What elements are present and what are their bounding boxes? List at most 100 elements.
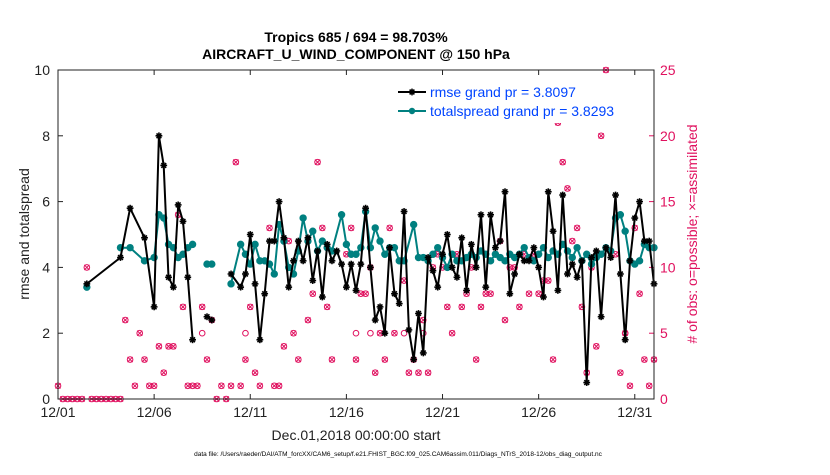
spread-point — [635, 257, 644, 265]
legend: rmse grand pr = 3.8097 totalspread grand… — [393, 83, 646, 123]
rmse-point — [607, 254, 615, 261]
rmse-point — [568, 260, 576, 268]
rmse-point — [621, 336, 629, 344]
rmse-point — [453, 273, 461, 281]
obs-count-point — [203, 356, 211, 363]
obs-count-point — [362, 290, 369, 298]
obs-count-point — [309, 290, 317, 298]
x-tick-label: 12/01 — [40, 404, 75, 420]
obs-count-point — [141, 356, 148, 363]
spread-point — [434, 243, 442, 252]
rmse-point — [208, 316, 216, 324]
x-tick-label: 12/26 — [521, 404, 556, 420]
rmse-point — [506, 290, 514, 298]
spread-point — [236, 240, 245, 249]
rmse-point — [616, 270, 624, 278]
spread-point — [573, 243, 581, 252]
obs-count-point — [472, 356, 480, 363]
obs-count-point — [328, 356, 336, 363]
obs-count-point — [559, 158, 566, 166]
rmse-point — [328, 257, 336, 265]
obs-count-point — [218, 382, 225, 390]
rmse-point — [184, 273, 192, 281]
y-tick-label-right: 20 — [660, 128, 676, 144]
rmse-point — [189, 336, 196, 344]
rmse-point — [367, 264, 374, 271]
rmse-point — [410, 356, 418, 363]
rmse-point — [429, 267, 437, 275]
spread-point — [299, 214, 307, 222]
rmse-point — [477, 211, 485, 219]
obs-count-point — [319, 224, 326, 232]
y-tick-label-right: 10 — [660, 259, 676, 275]
obs-count-point — [304, 316, 312, 324]
obs-count-point — [165, 343, 172, 350]
obs-count-point — [275, 382, 283, 390]
obs-count-point — [386, 224, 393, 232]
obs-count-point — [573, 224, 581, 232]
obs-count-point — [371, 369, 379, 376]
spread-point — [352, 250, 360, 258]
rmse-point — [357, 260, 365, 268]
spread-point — [597, 250, 605, 258]
legend-rmse-label: rmse grand pr = 3.8097 — [430, 84, 576, 100]
obs-count-point — [290, 329, 297, 337]
rmse-point — [448, 264, 456, 271]
obs-count-point — [641, 356, 648, 363]
y-tick-label-left: 10 — [34, 62, 50, 78]
rmse-point — [544, 188, 552, 196]
obs-count-point — [270, 382, 278, 390]
obs-count-point — [323, 303, 331, 311]
rmse-point — [588, 254, 595, 261]
rmse-point — [530, 244, 538, 252]
x-axis-label: Dec.01,2018 00:00:00 start — [272, 427, 441, 443]
obs-count-point — [242, 356, 249, 363]
obs-count-point — [83, 264, 91, 271]
obs-count-point — [266, 224, 273, 232]
rmse-point — [467, 240, 475, 248]
legend-box — [393, 83, 646, 123]
rmse-point — [285, 283, 293, 291]
obs-possible-point — [400, 329, 408, 337]
y-tick-label-right: 5 — [660, 325, 668, 341]
rmse-point — [342, 283, 350, 291]
obs-count-point — [194, 382, 201, 390]
chart-title-line2: AIRCRAFT_U_WIND_COMPONENT @ 150 hPa — [202, 46, 510, 62]
rmse-point — [381, 329, 389, 337]
spread-point — [520, 243, 528, 252]
y-tick-label-left: 4 — [42, 259, 50, 275]
rmse-point — [371, 316, 379, 324]
rmse-point — [256, 336, 264, 344]
rmse-point — [352, 287, 360, 294]
rmse-point — [275, 198, 283, 205]
obs-count-point — [415, 369, 422, 376]
rmse-point — [309, 277, 317, 284]
rmse-point — [564, 270, 571, 278]
spread-point — [342, 240, 351, 249]
obs-count-point — [501, 316, 509, 324]
rmse-point — [525, 257, 533, 265]
obs-count-point — [232, 158, 240, 166]
legend-spread-label: totalspread grand pr = 3.8293 — [430, 103, 614, 119]
obs-count-point — [189, 382, 196, 390]
obs-count-point — [357, 290, 365, 298]
rmse-point — [419, 349, 427, 357]
rmse-point — [150, 303, 158, 311]
obs-count-point — [136, 329, 144, 337]
obs-count-point — [251, 369, 259, 376]
rmse-point — [472, 264, 480, 271]
obs-count-point — [477, 303, 485, 311]
rmse-point — [592, 247, 600, 255]
rmse-point — [314, 247, 321, 255]
legend-rmse-star — [408, 88, 416, 96]
rmse-point — [174, 201, 182, 209]
rmse-point — [251, 280, 259, 288]
rmse-point — [362, 204, 370, 212]
rmse-point — [155, 132, 163, 140]
rmse-point — [549, 227, 557, 235]
rmse-point — [179, 217, 187, 225]
y-axis-label-left: rmse and totalspread — [16, 168, 32, 300]
y-tick-label-right: 0 — [660, 391, 668, 407]
